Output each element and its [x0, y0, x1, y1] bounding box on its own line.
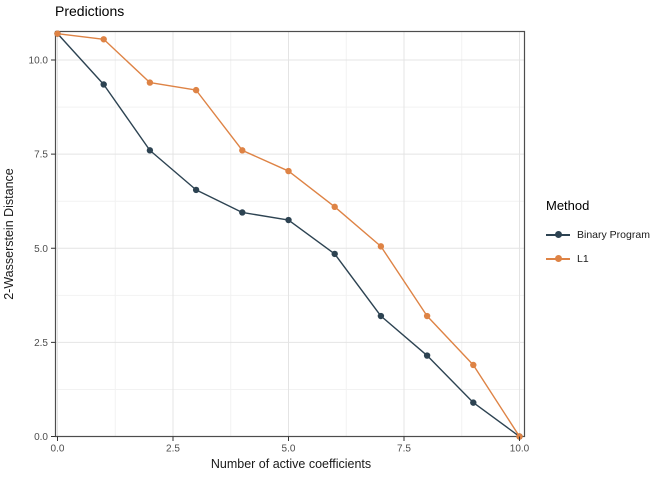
data-point-l1: [146, 79, 154, 86]
x-tick-label: 7.5: [397, 444, 411, 455]
data-point-l1: [377, 243, 385, 250]
legend: Method Binary Program L1: [546, 198, 650, 271]
data-point-binary-program: [423, 352, 431, 359]
data-point-binary-program: [100, 81, 107, 88]
data-point-binary-program: [239, 209, 246, 216]
data-point-binary-program: [470, 399, 477, 406]
l1-key-icon: [546, 252, 570, 266]
x-axis-label: Number of active coefficients: [210, 457, 372, 471]
data-point-binary-program: [377, 312, 385, 320]
y-tick-label: 2.5: [34, 338, 48, 349]
chart-title: Predictions: [55, 3, 125, 19]
data-point-l1: [54, 30, 61, 37]
y-tick-label: 5.0: [34, 244, 48, 255]
data-point-binary-program: [146, 147, 154, 154]
data-point-l1: [331, 203, 338, 211]
y-tick-label: 10.0: [29, 56, 49, 67]
x-tick-label: 2.5: [166, 444, 180, 455]
y-tick-label: 0.0: [34, 432, 48, 443]
data-point-l1: [470, 361, 477, 369]
x-tick-label: 0.0: [51, 444, 65, 455]
data-point-l1: [192, 86, 200, 94]
data-point-l1: [239, 147, 246, 154]
data-point-l1: [423, 312, 431, 320]
data-point-l1: [285, 167, 292, 175]
x-tick-label: 5.0: [282, 444, 296, 455]
data-point-binary-program: [331, 250, 338, 258]
legend-label-l1: L1: [577, 253, 589, 265]
x-tick-label: 10.0: [510, 444, 530, 455]
data-point-l1: [100, 36, 107, 43]
binary-program-key-icon: [546, 228, 570, 242]
legend-entry-binary-program: Binary Program: [546, 223, 650, 247]
legend-label-binary-program: Binary Program: [577, 229, 650, 241]
y-tick-label: 7.5: [34, 150, 48, 161]
legend-title: Method: [546, 198, 590, 213]
data-point-binary-program: [192, 186, 200, 194]
panel-border: [54, 30, 526, 438]
legend-entry-l1: L1: [546, 247, 650, 271]
data-point-binary-program: [285, 216, 292, 224]
